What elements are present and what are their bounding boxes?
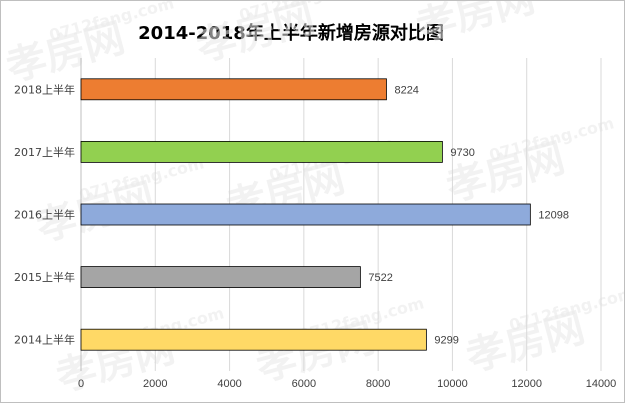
bar — [80, 140, 443, 163]
watermark-brand: 孝房网 — [412, 1, 540, 51]
data-label: 7522 — [368, 272, 392, 284]
category-label: 2017上半年 — [14, 145, 75, 159]
category-label: 2014上半年 — [14, 333, 75, 347]
chart-title: 2014-2018年上半年新增房源对比图 — [138, 23, 444, 44]
bar — [80, 266, 361, 289]
bar — [80, 78, 387, 101]
data-label: 9730 — [450, 147, 474, 159]
x-tick-label: 6000 — [292, 378, 316, 390]
x-tick-label: 4000 — [217, 378, 241, 390]
x-tick-labels: 0 2000 4000 6000 8000 10000 12000 14000 — [78, 378, 616, 390]
x-tick-label: 10000 — [437, 378, 468, 390]
category-label: 2016上半年 — [14, 208, 75, 222]
category-label: 2018上半年 — [14, 82, 75, 96]
bar — [80, 328, 427, 351]
x-tick-label: 12000 — [511, 378, 542, 390]
data-label: 12098 — [538, 210, 569, 222]
x-tick-label: 8000 — [366, 378, 390, 390]
data-label: 9299 — [434, 335, 458, 347]
data-label: 8224 — [394, 84, 418, 96]
category-label: 2015上半年 — [14, 270, 75, 284]
x-tick-label: 0 — [78, 378, 84, 390]
data-labels: 8224 9730 12098 7522 9299 — [368, 84, 569, 346]
bars — [80, 78, 531, 351]
category-labels: 2018上半年 2017上半年 2016上半年 2015上半年 2014上半年 — [14, 82, 75, 346]
x-tick-label: 2000 — [143, 378, 167, 390]
x-tick-label: 14000 — [586, 378, 617, 390]
bar — [80, 203, 531, 226]
